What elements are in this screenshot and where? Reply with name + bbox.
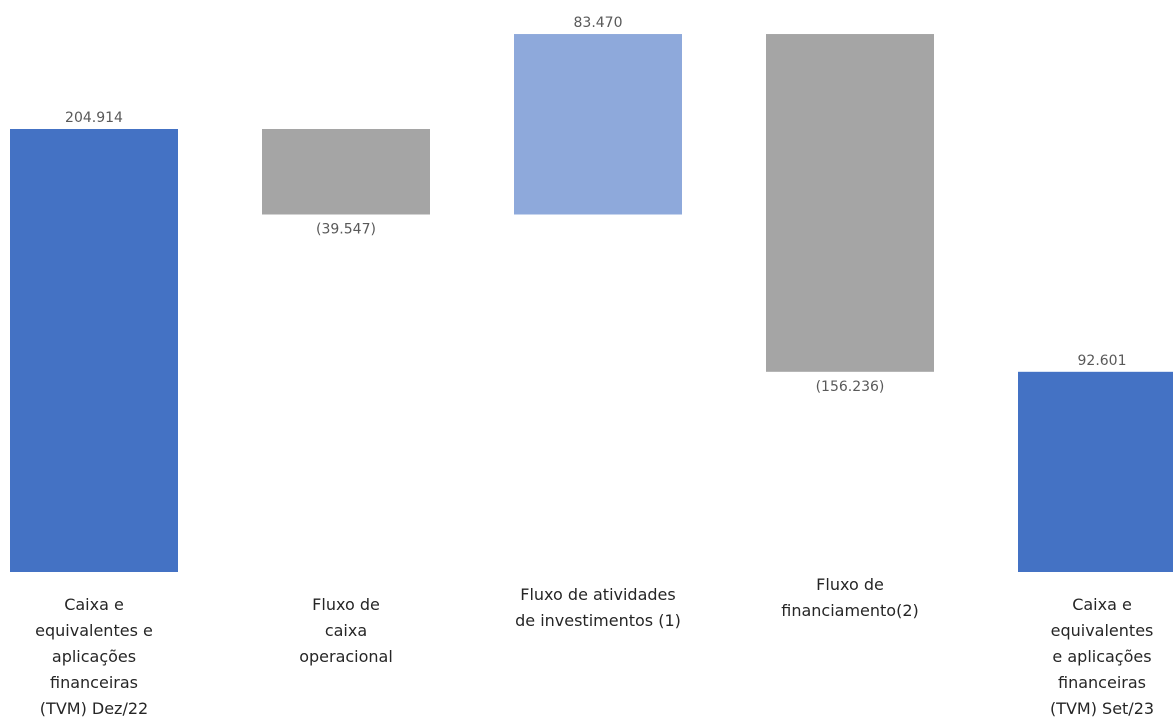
bar-2 bbox=[262, 129, 430, 215]
value-label-3: 83.470 bbox=[574, 15, 623, 31]
category-label-line: Caixa e bbox=[1072, 595, 1132, 614]
bar-1 bbox=[10, 129, 178, 572]
category-label-1: Caixa e equivalentes e aplicações financeir… bbox=[35, 595, 153, 718]
category-label-4: Fluxo de financiamento(2) bbox=[781, 575, 919, 620]
bars-layer bbox=[10, 34, 1173, 572]
category-label-2: Fluxo de caixa operacional bbox=[299, 595, 393, 666]
category-label-line: Caixa e bbox=[64, 595, 124, 614]
category-label-3: Fluxo de atividades de investimentos (1) bbox=[515, 585, 681, 630]
category-label-line: equivalentes e bbox=[35, 621, 153, 640]
bar-4 bbox=[766, 34, 934, 372]
value-label-2: (39.547) bbox=[316, 221, 376, 237]
category-label-line: financeiras bbox=[50, 673, 138, 692]
category-labels-layer: Caixa e equivalentes e aplicações financeir… bbox=[35, 575, 1154, 718]
value-labels-layer: 204.914 (39.547) 83.470 (156.236) 92.601 bbox=[65, 15, 1126, 395]
category-label-line: Fluxo de atividades bbox=[520, 585, 675, 604]
bar-3 bbox=[514, 34, 682, 215]
category-label-line: financiamento(2) bbox=[781, 601, 919, 620]
category-label-line: Fluxo de bbox=[816, 575, 884, 594]
bar-5 bbox=[1018, 371, 1173, 572]
category-label-line: caixa bbox=[325, 621, 367, 640]
value-label-5: 92.601 bbox=[1078, 353, 1127, 369]
category-label-5: Caixa e equivalentes e aplicações financeir… bbox=[1050, 595, 1154, 718]
category-label-line: e aplicações bbox=[1052, 647, 1151, 666]
value-label-4: (156.236) bbox=[816, 379, 885, 395]
category-label-line: operacional bbox=[299, 647, 393, 666]
category-label-line: equivalentes bbox=[1051, 621, 1154, 640]
category-label-line: (TVM) Set/23 bbox=[1050, 699, 1154, 718]
category-label-line: financeiras bbox=[1058, 673, 1146, 692]
category-label-line: Fluxo de bbox=[312, 595, 380, 614]
value-label-1: 204.914 bbox=[65, 110, 123, 126]
category-label-line: de investimentos (1) bbox=[515, 611, 681, 630]
category-label-line: (TVM) Dez/22 bbox=[40, 699, 148, 718]
category-label-line: aplicações bbox=[52, 647, 136, 666]
